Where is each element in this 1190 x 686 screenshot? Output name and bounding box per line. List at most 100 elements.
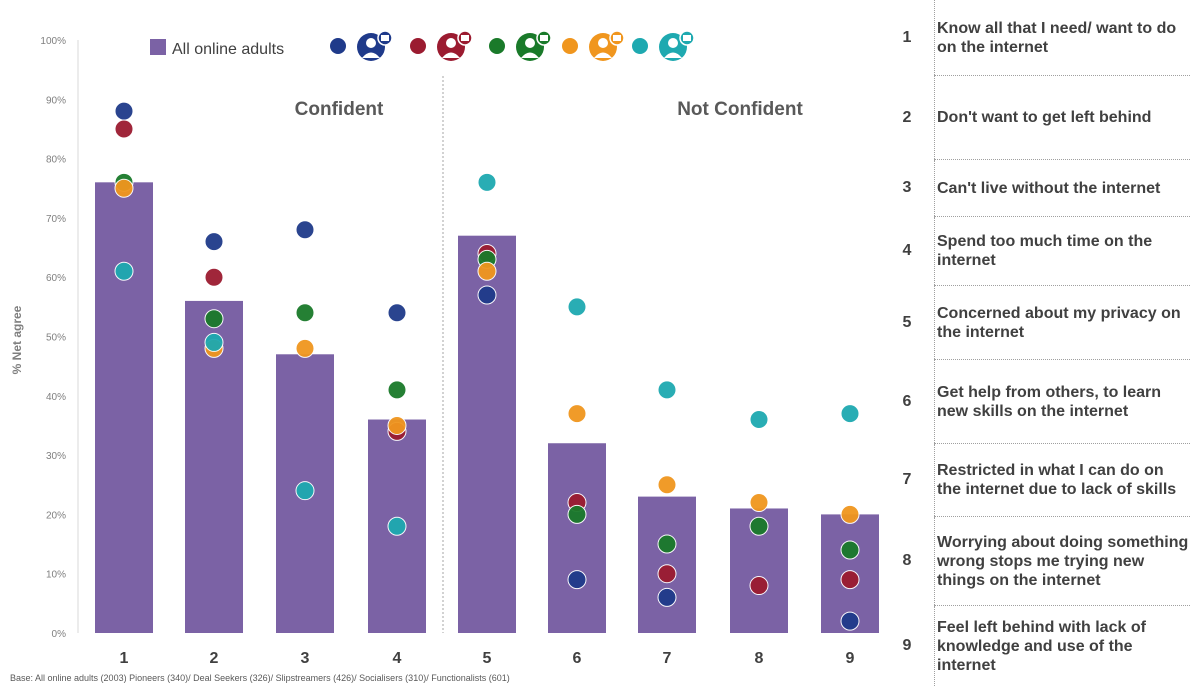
statement-number: 5 [902, 313, 912, 331]
y-tick-label: 0% [52, 629, 67, 640]
y-tick-label: 50% [46, 333, 66, 344]
statement-separator [934, 159, 1190, 160]
dot-pioneers-2 [204, 232, 224, 252]
dot-socialisers-1 [114, 178, 134, 198]
dot-deal-seekers-7 [657, 564, 677, 584]
slipstreamers-icon [516, 30, 552, 61]
dot-socialisers-3 [295, 338, 315, 358]
dot-pioneers-9 [840, 611, 860, 631]
x-tick-label-4: 4 [393, 650, 402, 667]
base-note: Base: All online adults (2003) Pioneers … [10, 673, 510, 683]
functionalists-icon [659, 30, 695, 61]
x-tick-label-9: 9 [846, 650, 855, 667]
statement-text: Get help from others, to learn new skill… [934, 360, 1190, 443]
statement-number: 3 [902, 179, 912, 196]
x-axis-ticks: 1 2 3 4 5 6 7 8 9 [120, 650, 855, 667]
statement-text: Concerned about my privacy on the intern… [934, 286, 1190, 359]
dot-socialisers-7 [657, 475, 677, 495]
dot-socialisers-4 [387, 415, 407, 435]
legend-dot-pioneers [330, 38, 346, 54]
dot-slipstreamers-9 [840, 540, 860, 560]
dot-functionalists-7 [657, 380, 677, 400]
deal-seekers-icon [437, 30, 473, 61]
statement-text: Restricted in what I can do on the inter… [934, 444, 1190, 516]
statement-number: 9 [902, 637, 912, 654]
dot-pioneers-3 [295, 220, 315, 240]
y-tick-label: 40% [46, 392, 66, 403]
statement-text: Spend too much time on the internet [934, 217, 1190, 285]
dot-slipstreamers-2 [204, 309, 224, 329]
legend-dot-slipstreamers [489, 38, 505, 54]
dot-functionalists-9 [840, 404, 860, 424]
section-label-not-confident: Not Confident [677, 99, 803, 120]
dot-pioneers-7 [657, 587, 677, 607]
dot-slipstreamers-8 [749, 516, 769, 536]
statement-text: Feel left behind with lack of knowledge … [934, 606, 1190, 686]
socialisers-icon [589, 30, 625, 61]
dot-functionalists-1 [114, 261, 134, 281]
statement-separator [934, 516, 1190, 517]
dot-deal-seekers-1 [114, 119, 134, 139]
dot-functionalists-3 [295, 481, 315, 501]
statement-row-3: 3 Can't live without the internet [880, 160, 1190, 216]
statement-row-6: 6 Get help from others, to learn new skil… [880, 360, 1190, 443]
x-tick-label-2: 2 [210, 650, 219, 667]
statement-row-1: 1 Know all that I need/ want to do on the… [880, 0, 1190, 75]
y-tick-label: 80% [46, 155, 66, 166]
statement-separator [934, 75, 1190, 76]
statement-row-4: 4 Spend too much time on the internet [880, 217, 1190, 285]
statement-row-9: 9 Feel left behind with lack of knowledge… [880, 606, 1190, 686]
dot-slipstreamers-3 [295, 303, 315, 323]
statement-text: Can't live without the internet [934, 160, 1190, 216]
statement-number: 7 [902, 471, 912, 488]
statement-row-2: 2 Don't want to get left behind [880, 76, 1190, 159]
dot-functionalists-6 [567, 297, 587, 317]
dot-socialisers-9 [840, 504, 860, 524]
dot-functionalists-8 [749, 410, 769, 430]
legend-label-all-online-adults: All online adults [172, 41, 284, 58]
statement-number: 2 [902, 108, 912, 126]
x-tick-label-6: 6 [573, 650, 582, 667]
dot-pioneers-6 [567, 570, 587, 590]
statement-row-5: 5 Concerned about my privacy on the inter… [880, 286, 1190, 359]
statement-number: 6 [902, 392, 912, 410]
dots-group [114, 101, 860, 631]
x-tick-label-1: 1 [120, 650, 129, 667]
chart-legend: All online adults [150, 30, 695, 61]
x-tick-label-3: 3 [301, 650, 310, 667]
statement-row-8: 8 Worrying about doing something wrong st… [880, 517, 1190, 605]
dot-slipstreamers-4 [387, 380, 407, 400]
y-tick-label: 20% [46, 510, 66, 521]
statement-text: Don't want to get left behind [934, 76, 1190, 159]
dot-functionalists-4 [387, 516, 407, 536]
y-tick-label: 10% [46, 570, 66, 581]
y-axis: 0% 10% 20% 30% 40% 50% 60% 70% 80% 90% 100% [40, 36, 66, 640]
statement-number: 4 [902, 242, 912, 259]
y-tick-label: 60% [46, 273, 66, 284]
x-tick-label-5: 5 [483, 650, 492, 667]
y-tick-label: 70% [46, 214, 66, 225]
statement-separator [934, 443, 1190, 444]
dot-pioneers-1 [114, 101, 134, 121]
legend-dot-socialisers [562, 38, 578, 54]
statement-separator [934, 605, 1190, 606]
dot-socialisers-5 [477, 261, 497, 281]
dot-functionalists-2 [204, 332, 224, 352]
statement-key-panel: 1 Know all that I need/ want to do on the… [880, 0, 1190, 686]
legend-swatch-all-online-adults [150, 39, 166, 55]
statement-number: 1 [902, 28, 912, 46]
dot-pioneers-5 [477, 285, 497, 305]
y-tick-label: 30% [46, 451, 66, 462]
pioneers-icon [357, 30, 393, 61]
statement-text: Worrying about doing something wrong sto… [934, 517, 1190, 605]
bar-6 [548, 443, 606, 633]
y-axis-label: % Net agree [10, 305, 24, 374]
dot-deal-seekers-8 [749, 576, 769, 596]
section-label-confident: Confident [295, 99, 384, 120]
statement-number: 8 [902, 552, 912, 569]
statement-separator [934, 285, 1190, 286]
legend-dot-deal-seekers [410, 38, 426, 54]
dot-socialisers-6 [567, 404, 587, 424]
y-tick-label: 100% [40, 36, 66, 47]
dot-pioneers-4 [387, 303, 407, 323]
